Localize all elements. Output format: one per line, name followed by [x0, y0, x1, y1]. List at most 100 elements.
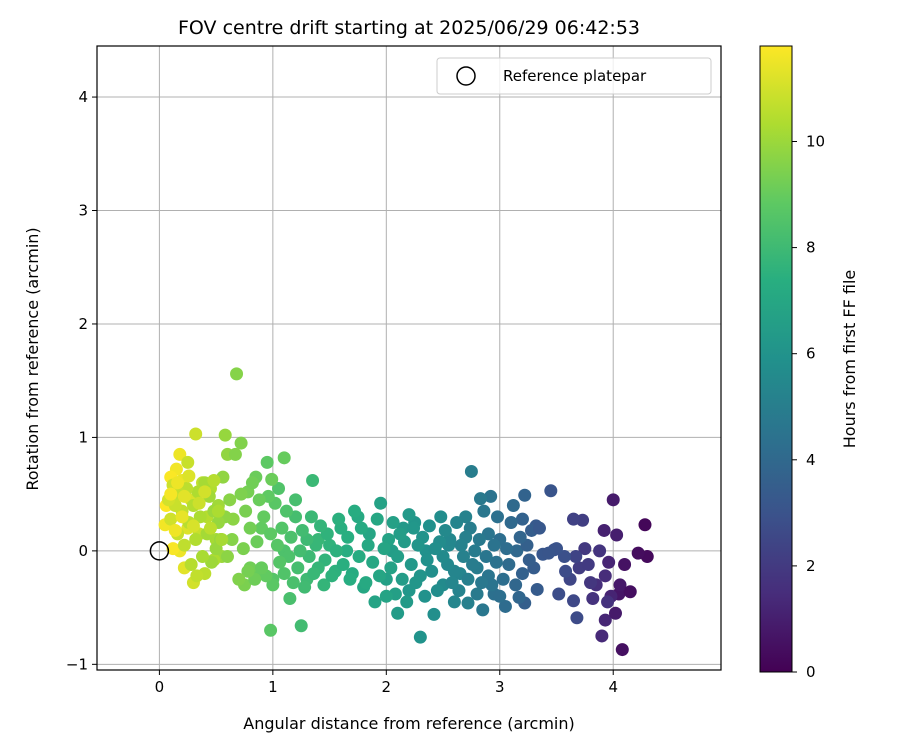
- data-point: [307, 567, 321, 581]
- data-point: [164, 512, 178, 526]
- data-point: [400, 595, 414, 609]
- data-point: [586, 592, 600, 606]
- data-point: [404, 557, 418, 571]
- data-point: [502, 557, 516, 571]
- data-point: [341, 530, 355, 544]
- data-point: [379, 589, 393, 603]
- data-point: [438, 523, 452, 537]
- data-point: [272, 481, 286, 495]
- colorbar-tick-label: 6: [806, 345, 816, 363]
- data-point: [368, 595, 382, 609]
- data-point: [329, 544, 343, 558]
- data-point: [461, 572, 475, 586]
- data-point: [196, 550, 210, 564]
- data-point: [166, 542, 180, 556]
- y-tick-label: 0: [78, 542, 88, 560]
- data-point: [570, 611, 584, 625]
- data-point: [175, 510, 189, 524]
- data-point: [332, 512, 346, 526]
- data-point: [374, 496, 388, 510]
- x-tick-label: 1: [268, 678, 278, 696]
- data-point: [496, 572, 510, 586]
- reference-platepar-marker: [149, 541, 170, 561]
- data-point: [245, 476, 259, 490]
- legend-label: Reference platepar: [503, 67, 647, 85]
- data-point: [171, 476, 185, 490]
- data-point: [182, 469, 196, 483]
- data-point: [304, 510, 318, 524]
- data-point: [578, 542, 592, 556]
- y-tick-label: 1: [78, 428, 88, 446]
- data-point: [475, 576, 489, 590]
- data-point: [243, 521, 257, 535]
- data-point: [223, 493, 237, 507]
- data-point: [473, 492, 487, 506]
- colorbar-label: Hours from first FF file: [840, 270, 859, 449]
- data-point: [203, 521, 217, 535]
- data-point: [264, 527, 278, 541]
- data-point: [236, 542, 250, 556]
- data-point: [407, 521, 421, 535]
- data-point: [294, 619, 308, 633]
- x-tick-label: 4: [608, 678, 618, 696]
- data-point: [470, 587, 484, 601]
- data-point: [606, 493, 620, 507]
- data-point: [298, 580, 312, 594]
- data-point: [340, 544, 354, 558]
- data-point: [436, 550, 450, 564]
- data-point: [273, 555, 287, 569]
- data-point: [173, 447, 187, 461]
- data-point: [615, 643, 629, 657]
- data-point: [512, 590, 526, 604]
- data-point: [192, 496, 206, 510]
- x-axis-ticks: 0 1 2 3 4: [155, 670, 618, 696]
- data-point: [513, 530, 527, 544]
- x-tick-label: 0: [155, 678, 165, 696]
- data-point: [559, 564, 573, 578]
- data-point: [434, 510, 448, 524]
- data-point: [569, 550, 583, 564]
- data-point: [411, 538, 425, 552]
- data-point: [567, 594, 581, 608]
- data-point: [422, 519, 436, 533]
- data-point: [393, 527, 407, 541]
- data-point: [239, 504, 253, 518]
- data-point: [477, 504, 491, 518]
- data-point: [506, 498, 520, 512]
- x-tick-label: 2: [382, 678, 392, 696]
- data-point: [468, 544, 482, 558]
- data-point: [291, 561, 305, 575]
- data-point: [500, 542, 514, 556]
- data-point: [193, 510, 207, 524]
- data-point: [610, 528, 624, 542]
- data-point: [613, 578, 627, 592]
- legend-box: [436, 57, 712, 95]
- data-point: [277, 567, 291, 581]
- y-tick-label: 4: [78, 88, 88, 106]
- data-point: [317, 578, 331, 592]
- data-point: [257, 510, 271, 524]
- data-point: [241, 564, 255, 578]
- data-point: [447, 595, 461, 609]
- data-point: [530, 582, 544, 596]
- data-point: [277, 451, 291, 465]
- data-point: [391, 606, 405, 620]
- data-point: [220, 550, 234, 564]
- data-point: [252, 493, 266, 507]
- data-point: [489, 555, 503, 569]
- x-tick-label: 3: [495, 678, 505, 696]
- data-point: [504, 516, 518, 530]
- data-point: [370, 512, 384, 526]
- data-point: [515, 512, 529, 526]
- data-point: [608, 606, 622, 620]
- data-point: [354, 521, 368, 535]
- reference-layer: [149, 541, 170, 561]
- y-tick-label: 3: [78, 202, 88, 220]
- data-point: [211, 504, 225, 518]
- data-point: [498, 599, 512, 613]
- data-point: [373, 569, 387, 583]
- data-point: [207, 474, 221, 488]
- data-point: [391, 550, 405, 564]
- data-point: [395, 572, 409, 586]
